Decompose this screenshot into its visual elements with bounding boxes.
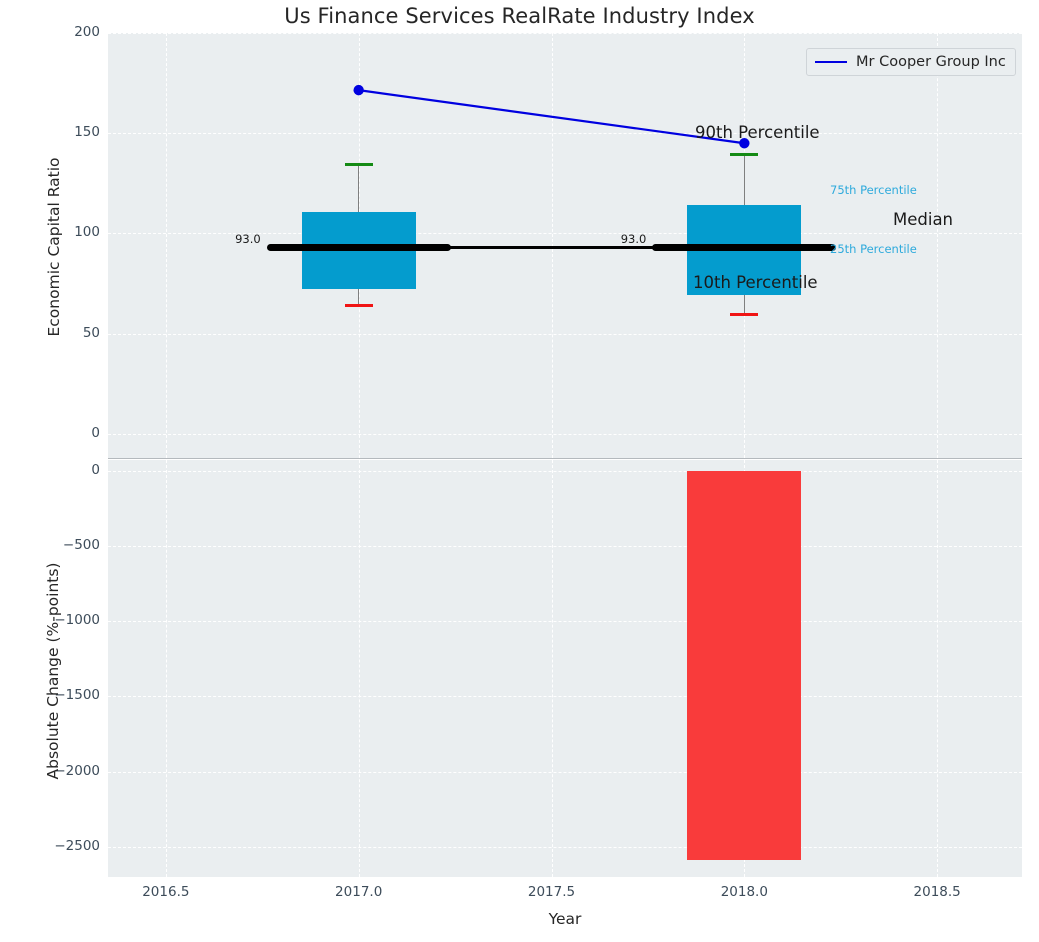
gridline-horizontal bbox=[108, 771, 1022, 773]
gridline-horizontal bbox=[108, 333, 1022, 335]
whisker-cap-p90 bbox=[730, 153, 759, 157]
gridline-horizontal bbox=[108, 470, 1022, 472]
x-tick-label: 2018.5 bbox=[913, 884, 961, 900]
gridline-vertical bbox=[551, 33, 553, 458]
median-line bbox=[266, 243, 451, 252]
legend-line-swatch-icon bbox=[815, 61, 847, 63]
median-line bbox=[652, 243, 837, 252]
x-tick-label: 2016.5 bbox=[142, 884, 190, 900]
x-tick-label: 2017.0 bbox=[335, 884, 383, 900]
legend-entry-label: Mr Cooper Group Inc bbox=[856, 54, 1006, 70]
annotation-75th-percentile: 75th Percentile bbox=[830, 183, 917, 197]
bottom-panel-absolute-change bbox=[108, 460, 1022, 877]
whisker-cap-p10 bbox=[730, 312, 759, 316]
gridline-horizontal bbox=[108, 846, 1022, 848]
x-tick-label: 2017.5 bbox=[527, 884, 576, 900]
y-tick-label-bottom: −1000 bbox=[54, 612, 100, 629]
gridline-horizontal bbox=[108, 33, 1022, 34]
legend[interactable]: Mr Cooper Group Inc bbox=[806, 48, 1016, 76]
gridline-vertical bbox=[165, 460, 167, 877]
y-tick-label-top: 50 bbox=[82, 324, 100, 341]
whisker-cap-p90 bbox=[344, 163, 373, 167]
gridline-horizontal bbox=[108, 696, 1022, 698]
y-tick-label-bottom: 0 bbox=[91, 461, 100, 478]
annotation-90th-percentile: 90th Percentile bbox=[695, 123, 820, 142]
y-tick-label-bottom: −2500 bbox=[54, 837, 100, 854]
panel-separator-line bbox=[108, 458, 1022, 459]
whisker-cap-p10 bbox=[344, 303, 373, 307]
negative-change-bar bbox=[687, 470, 802, 861]
gridline-horizontal bbox=[108, 433, 1022, 435]
y-tick-label-top: 100 bbox=[74, 224, 100, 241]
x-tick-label: 2018.0 bbox=[720, 884, 768, 900]
gridline-vertical bbox=[165, 33, 167, 458]
y-tick-label-bottom: −1500 bbox=[54, 687, 100, 704]
bottom-panel-plot-area bbox=[108, 460, 1022, 877]
annotation-10th-percentile: 10th Percentile bbox=[693, 273, 818, 292]
y-tick-label-top: 0 bbox=[91, 424, 100, 441]
median-value-label: 93.0 bbox=[235, 231, 261, 246]
gridline-vertical bbox=[937, 33, 939, 458]
gridline-vertical bbox=[937, 460, 939, 877]
y-axis-label-top: Economic Capital Ratio bbox=[45, 157, 63, 337]
gridline-vertical bbox=[551, 460, 553, 877]
annotation-25th-percentile: 25th Percentile bbox=[830, 242, 917, 256]
y-tick-label-bottom: −2000 bbox=[54, 762, 100, 779]
gridline-horizontal bbox=[108, 621, 1022, 623]
y-tick-label-top: 150 bbox=[74, 124, 100, 141]
y-axis-label-bottom: Absolute Change (%-points) bbox=[44, 562, 62, 780]
annotation-median: Median bbox=[893, 210, 954, 229]
y-tick-label-bottom: −500 bbox=[62, 536, 100, 553]
gridline-horizontal bbox=[108, 233, 1022, 235]
gridline-horizontal bbox=[108, 545, 1022, 547]
median-connector-line bbox=[444, 245, 659, 250]
gridline-vertical bbox=[358, 460, 360, 877]
median-value-label: 93.0 bbox=[620, 231, 647, 246]
gridline-horizontal bbox=[108, 133, 1022, 135]
chart-title: Us Finance Services RealRate Industry In… bbox=[284, 4, 755, 28]
x-axis-label: Year bbox=[548, 910, 582, 928]
y-tick-label-top: 200 bbox=[74, 24, 100, 40]
